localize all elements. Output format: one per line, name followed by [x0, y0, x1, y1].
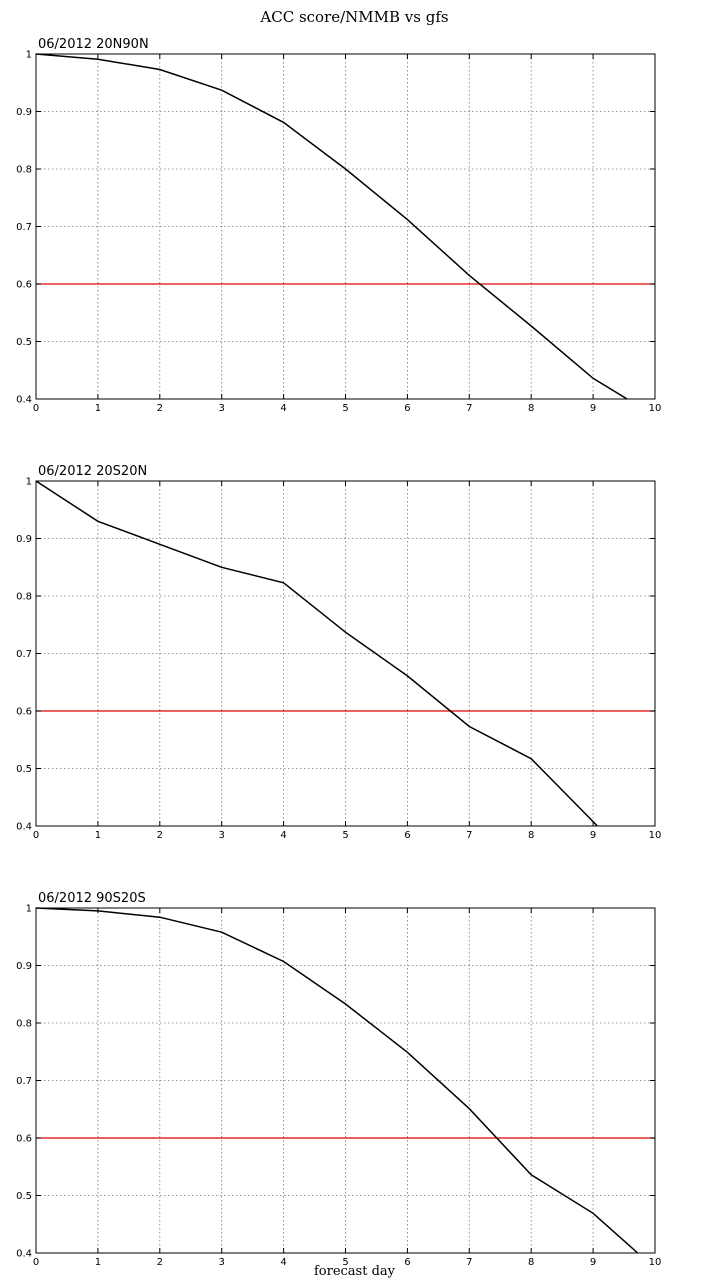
x-tick-label: 0: [33, 403, 39, 414]
y-tick-label: 0.6: [16, 707, 32, 718]
series-line: [35, 480, 598, 827]
x-tick-label: 10: [649, 830, 662, 841]
x-tick-label: 9: [590, 830, 596, 841]
x-tick-label: 7: [466, 1257, 472, 1268]
y-tick-label: 0.9: [16, 534, 32, 545]
y-tick-label: 0.7: [16, 222, 32, 233]
y-tick-label: 0.6: [16, 1134, 32, 1145]
x-tick-label: 0: [33, 830, 39, 841]
y-tick-label: 0.8: [16, 592, 32, 603]
x-tick-label: 5: [342, 830, 348, 841]
y-tick-label: 0.9: [16, 961, 32, 972]
x-tick-label: 5: [342, 1257, 348, 1268]
x-tick-label: 5: [342, 403, 348, 414]
y-tick-label: 0.7: [16, 649, 32, 660]
x-tick-label: 7: [466, 403, 472, 414]
x-tick-label: 9: [590, 403, 596, 414]
y-tick-label: 1: [26, 904, 32, 915]
figure-title: ACC score/NMMB vs gfs: [260, 8, 449, 26]
x-axis-label: forecast day: [313, 1264, 396, 1279]
y-tick-label: 0.8: [16, 1019, 32, 1030]
x-tick-label: 4: [280, 830, 286, 841]
x-tick-label: 2: [157, 403, 163, 414]
x-tick-label: 10: [649, 1257, 662, 1268]
x-tick-label: 1: [95, 403, 101, 414]
x-tick-label: 8: [528, 403, 534, 414]
x-tick-label: 9: [590, 1257, 596, 1268]
x-tick-label: 8: [528, 830, 534, 841]
y-tick-label: 0.5: [16, 1191, 32, 1202]
x-tick-label: 4: [280, 1257, 286, 1268]
x-tick-label: 6: [404, 830, 410, 841]
y-tick-label: 0.5: [16, 337, 32, 348]
y-tick-label: 0.4: [16, 1249, 32, 1260]
x-tick-label: 8: [528, 1257, 534, 1268]
y-tick-label: 0.5: [16, 764, 32, 775]
x-tick-label: 6: [404, 1257, 410, 1268]
x-tick-label: 3: [219, 1257, 225, 1268]
panel-title: 06/2012 20N90N: [38, 37, 149, 52]
panel-title: 06/2012 90S20S: [38, 891, 146, 906]
x-tick-label: 0: [33, 1257, 39, 1268]
x-tick-label: 6: [404, 403, 410, 414]
x-tick-label: 2: [157, 830, 163, 841]
panel-title: 06/2012 20S20N: [38, 464, 147, 479]
x-tick-label: 7: [466, 830, 472, 841]
y-tick-label: 0.7: [16, 1076, 32, 1087]
series-line: [35, 907, 639, 1254]
x-tick-label: 2: [157, 1257, 163, 1268]
y-tick-label: 1: [26, 50, 32, 61]
y-tick-label: 0.4: [16, 822, 32, 833]
x-tick-label: 3: [219, 403, 225, 414]
series-line: [35, 53, 628, 400]
y-tick-label: 0.4: [16, 395, 32, 406]
y-tick-label: 0.8: [16, 165, 32, 176]
x-tick-label: 4: [280, 403, 286, 414]
x-tick-label: 1: [95, 1257, 101, 1268]
x-tick-label: 10: [649, 403, 662, 414]
x-tick-label: 3: [219, 830, 225, 841]
y-tick-label: 1: [26, 477, 32, 488]
y-tick-label: 0.9: [16, 107, 32, 118]
y-tick-label: 0.6: [16, 280, 32, 291]
x-tick-label: 1: [95, 830, 101, 841]
